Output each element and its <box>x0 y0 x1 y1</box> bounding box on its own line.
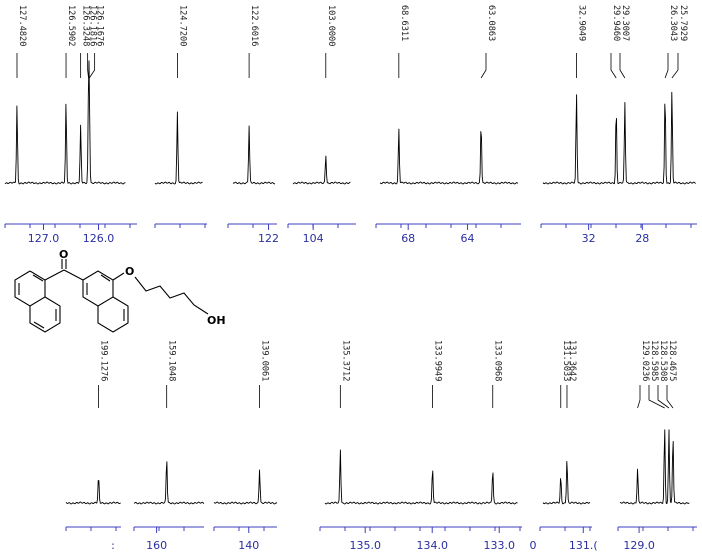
spectrum-trace <box>65 480 121 505</box>
naphthoyl-ring-left <box>14 270 61 333</box>
carbonyl: O <box>44 248 84 281</box>
ether-bond <box>112 272 125 281</box>
spectrum-trace <box>542 91 696 185</box>
double-bond-e <box>100 274 111 282</box>
spectrum-trace <box>379 128 519 185</box>
tick-label: 140 <box>238 539 259 552</box>
ring-bonds-d <box>97 296 129 333</box>
tick-label: 133.0 <box>483 539 515 552</box>
peak-label: 126.1816 <box>88 5 98 46</box>
spectrum-panel: 199.1276 <box>65 340 121 505</box>
spectrum-panel: 127.4820 126.5902 126.3248126.1816126.1676… <box>4 5 126 245</box>
peak-label: 139.0061 <box>260 340 270 381</box>
hexyloxy-chain: O OH <box>112 265 226 327</box>
carbonyl-bond-right <box>63 269 84 281</box>
peak-label: 131.5033 <box>561 340 571 381</box>
naphthyl-ring-right <box>82 270 129 333</box>
tick-label: 0 <box>530 539 537 552</box>
spectrum-panel: 135.3712 133.9949 133.0968 135.0 134.0 133.0 <box>324 340 518 552</box>
tick-label: 104 <box>303 232 324 245</box>
peak-label: 135.3712 <box>340 340 350 381</box>
spectrum-trace <box>542 460 591 505</box>
spectrum-trace <box>232 125 276 185</box>
peak-label: 25.7929 <box>678 5 688 41</box>
tick-label: : <box>111 539 115 552</box>
peak-leader-line <box>88 53 96 79</box>
spectrum-trace <box>292 155 351 185</box>
carbonyl-bond-left <box>44 269 65 281</box>
alkyl-chain <box>134 276 209 315</box>
spectrum-panel: 68.6311 63.0863 68 64 <box>379 5 519 245</box>
spectrum-trace <box>4 60 126 185</box>
peak-leader-line <box>657 385 670 409</box>
peak-label: 199.1276 <box>99 340 109 381</box>
spectrum-panel: 122.6016 122 <box>232 5 279 245</box>
spectrum-panel: 103.0000 104 <box>292 5 351 245</box>
peak-label: 126.3248 <box>81 5 91 46</box>
tick-label: 32 <box>582 232 596 245</box>
peak-label: 131.3642 <box>567 340 577 381</box>
peak-label: 133.9949 <box>433 340 443 381</box>
tick-label: 64 <box>461 232 475 245</box>
spectrum-panel: 129.0236 128.5985 128.5308 128.4675 129.0 <box>619 340 690 552</box>
peak-leader-line <box>648 385 665 409</box>
peak-label: 127.4820 <box>17 5 27 46</box>
peak-label: 126.1676 <box>95 5 105 46</box>
ether-oxygen: O <box>125 265 134 278</box>
peak-label: 103.0000 <box>326 5 336 46</box>
peak-label: 124.7200 <box>177 5 187 46</box>
peak-label: 133.0968 <box>493 340 503 381</box>
chemical-structure: O O OH <box>14 248 226 333</box>
tick-label: 68 <box>401 232 415 245</box>
tick-label: 160 <box>146 539 167 552</box>
spectrum-panel: 32.9049 29.9460 29.3007 26.3043 25.7929 32 28 <box>542 5 696 245</box>
peak-label: 129.0236 <box>640 340 650 381</box>
spectra-layer: 127.4820 126.5902 126.3248126.1816126.1676… <box>4 5 697 552</box>
tick-label: 135.0 <box>349 539 381 552</box>
peak-label: 128.5308 <box>658 340 668 381</box>
spectrum-panel: 139.0061 140 <box>213 340 278 552</box>
peak-leader-line <box>480 53 487 79</box>
peak-leader-line <box>637 385 641 409</box>
tick-label: 126.0 <box>83 232 115 245</box>
spectrum-trace <box>154 111 203 185</box>
spectrum-panel: 159.1048 160 <box>133 340 205 552</box>
peak-label: 29.9460 <box>611 5 621 41</box>
tick-label: 134.0 <box>416 539 448 552</box>
peak-label: 26.3043 <box>668 5 678 41</box>
ring-bonds-b <box>29 296 61 333</box>
tick-label: 28 <box>635 232 649 245</box>
double-bond-d <box>33 321 45 329</box>
peak-label: 29.3007 <box>620 5 630 41</box>
carbonyl-oxygen: O <box>59 248 68 261</box>
tick-label: 129.0 <box>623 539 655 552</box>
peak-label: 128.4675 <box>667 340 677 381</box>
tick-label: 131.( <box>569 539 598 552</box>
peak-leader-line <box>664 53 669 79</box>
peak-leader-line <box>619 53 626 79</box>
peak-label: 159.1048 <box>167 340 177 381</box>
peak-label: 128.5985 <box>649 340 659 381</box>
double-bond-b <box>32 274 44 282</box>
tick-label: 127.0 <box>28 232 60 245</box>
peak-leader-line <box>671 53 679 79</box>
spectrum-trace <box>619 429 690 505</box>
tick-label: 122 <box>258 232 279 245</box>
peak-leader-line <box>87 53 89 79</box>
hydroxyl-group: OH <box>207 314 226 327</box>
spectrum-trace <box>324 449 518 505</box>
peak-label: 32.9049 <box>576 5 586 41</box>
peak-leader-line <box>666 385 674 409</box>
peak-label: 63.0863 <box>486 5 496 41</box>
spectrum-trace <box>133 461 205 505</box>
spectrum-trace <box>213 469 278 505</box>
spectrum-panel: 124.7200 <box>154 5 203 185</box>
peak-label: 126.5902 <box>66 5 76 46</box>
peak-leader-line <box>610 53 617 79</box>
peak-label: 68.6311 <box>399 5 409 41</box>
peak-label: 122.6016 <box>249 5 259 46</box>
